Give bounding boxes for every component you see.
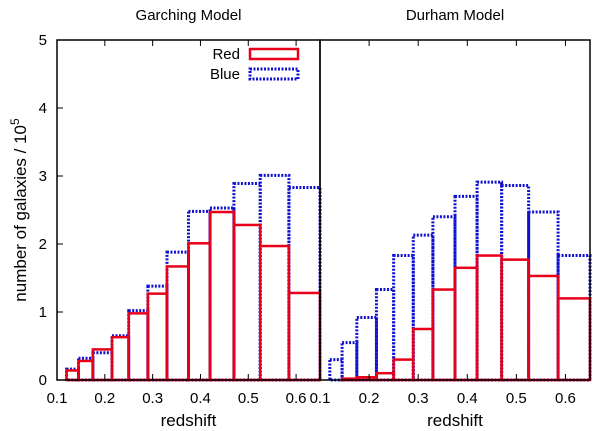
blue-bar-6 <box>431 215 457 382</box>
blue-bar-3 <box>374 288 396 382</box>
red-bar-5 <box>146 292 169 382</box>
y-axis-label-exponent: 5 <box>8 118 22 125</box>
x-tick-label-3: 0.4 <box>190 390 211 407</box>
red-bar-8 <box>475 254 503 382</box>
red-bar-11 <box>556 297 592 382</box>
blue-bar-7 <box>187 209 212 382</box>
axis-ticks: 0.1 0.2 0.3 0.4 0.5 0.6 <box>310 40 576 407</box>
x-tick-label-2: 0.3 <box>142 390 163 407</box>
blue-bar-5 <box>146 284 169 382</box>
y-tick-label-3: 3 <box>39 168 47 185</box>
x-tick-label-2: 0.3 <box>408 390 429 407</box>
blue-bar-2 <box>91 351 114 382</box>
blue-bar-2 <box>355 315 378 382</box>
blue-bar-0 <box>328 358 344 382</box>
y-tick-label-1: 1 <box>39 304 47 321</box>
blue-bar-11 <box>556 254 592 382</box>
legend-blue-label: Blue <box>210 66 240 83</box>
blue-bar-6 <box>165 250 190 382</box>
red-bar-7 <box>187 242 212 382</box>
y-axis-label: number of galaxies / 105 <box>8 118 30 302</box>
blue-bar-8 <box>208 206 236 382</box>
red-bar-11 <box>287 291 322 382</box>
red-bar-6 <box>165 265 190 382</box>
red-bar-1 <box>77 359 95 382</box>
blue-bars <box>328 180 592 382</box>
x-tick-label-5: 0.6 <box>555 390 576 407</box>
red-bar-9 <box>500 258 530 382</box>
red-bar-7 <box>453 266 479 382</box>
y-tick-label-2: 2 <box>39 236 47 253</box>
red-bars <box>340 254 592 382</box>
red-bar-10 <box>527 274 560 382</box>
blue-bar-7 <box>453 194 479 382</box>
red-bar-4 <box>392 358 415 382</box>
red-bar-2 <box>91 348 114 382</box>
x-tick-label-0: 0.1 <box>47 390 68 407</box>
x-tick-label-4: 0.5 <box>238 390 259 407</box>
legend: Red Blue <box>210 46 300 83</box>
blue-bar-4 <box>392 254 415 382</box>
x-tick-label-3: 0.4 <box>457 390 478 407</box>
blue-bar-10 <box>258 173 291 382</box>
durham-panel: 0.1 0.2 0.3 0.4 0.5 0.6 Durham Model redshift <box>310 7 592 430</box>
legend-red-swatch <box>248 47 300 61</box>
blue-bar-10 <box>527 210 560 382</box>
x-tick-label-4: 0.5 <box>506 390 527 407</box>
blue-bar-4 <box>127 309 150 382</box>
plot-frame <box>319 39 591 381</box>
red-bars <box>65 210 322 382</box>
red-bar-9 <box>232 223 262 382</box>
legend-blue-swatch <box>248 67 300 81</box>
y-axis-label-text: number of galaxies / 10 <box>11 125 30 302</box>
blue-bar-11 <box>287 186 322 382</box>
y-tick-label-0: 0 <box>39 372 47 389</box>
blue-bar-1 <box>340 341 359 382</box>
blue-bar-9 <box>500 184 531 382</box>
x-tick-label-1: 0.2 <box>359 390 380 407</box>
red-bar-6 <box>431 288 457 382</box>
x-tick-label-0: 0.1 <box>310 390 331 407</box>
blue-bar-9 <box>232 181 262 382</box>
x-axis-label: redshift <box>161 411 217 430</box>
x-tick-label-1: 0.2 <box>94 390 115 407</box>
panel-title: Durham Model <box>406 7 504 24</box>
blue-bar-3 <box>110 334 131 382</box>
y-tick-label-5: 5 <box>39 32 47 49</box>
red-bar-4 <box>127 312 150 382</box>
red-bar-10 <box>258 244 291 382</box>
red-bar-3 <box>375 371 395 382</box>
axis-ticks: 0.1 0.2 0.3 0.4 0.5 0.6 0 1 2 3 4 5 <box>39 32 307 407</box>
x-tick-label-5: 0.6 <box>286 390 307 407</box>
panel-title: Garching Model <box>136 7 242 24</box>
red-bar-5 <box>412 327 435 382</box>
x-axis-label: redshift <box>427 411 483 430</box>
red-bar-3 <box>110 335 130 382</box>
blue-bar-5 <box>411 233 435 382</box>
y-tick-label-4: 4 <box>39 100 47 117</box>
red-bar-8 <box>208 210 236 382</box>
legend-red-label: Red <box>212 46 240 63</box>
blue-bar-8 <box>475 180 504 382</box>
